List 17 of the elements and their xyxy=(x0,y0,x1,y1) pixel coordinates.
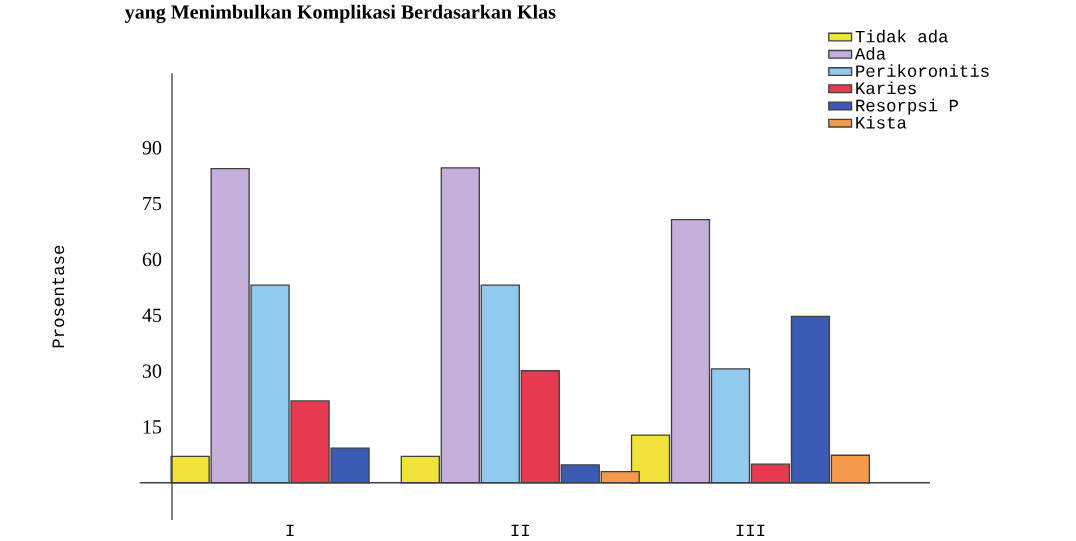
legend-label: Kista xyxy=(856,115,907,129)
legend-label: Tidak ada xyxy=(855,29,948,43)
y-tick-label: 90 xyxy=(142,141,162,155)
y-tick-label: 30 xyxy=(142,364,162,378)
x-tick-label: III xyxy=(736,524,765,537)
y-axis-title: Prosentase xyxy=(52,245,65,348)
y-tick-label: 60 xyxy=(142,252,162,267)
x-tick-label: I xyxy=(286,524,294,537)
y-tick-label: 15 xyxy=(143,420,162,434)
chart-title: yang Menimbulkan Komplikasi Berdasarkan Klas xyxy=(124,4,556,23)
legend-label: Perikoronitis xyxy=(856,64,989,77)
legend-label: Karies xyxy=(856,81,916,95)
y-tick-label: 75 xyxy=(143,196,162,211)
legend-label: Resorpsi P xyxy=(856,98,958,115)
x-tick-label: II xyxy=(511,524,529,537)
y-tick-label: 45 xyxy=(142,308,162,322)
legend-label: Ada xyxy=(854,47,886,60)
